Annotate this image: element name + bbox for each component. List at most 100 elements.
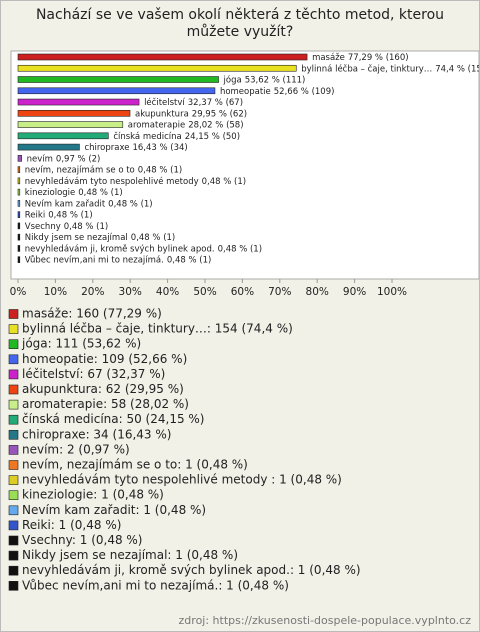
bar-label: Reiki 0,48 % (1) (25, 210, 93, 220)
bar-label: Nevím kam zařadit 0,48 % (1) (25, 199, 153, 209)
bar-category: aromaterapie (128, 120, 185, 130)
bar-value-label: 24,15 % (50) (185, 131, 240, 141)
bar-label: Vůbec nevím,ani mi to nezajímá. 0,48 % (1… (25, 254, 212, 265)
legend-label: nevím: 2 (0,97 %) (22, 442, 130, 456)
legend-swatch (8, 490, 19, 501)
bar-label: aromaterapie 28,02 % (58) (128, 120, 244, 130)
legend-label: Nikdy jsem se nezajímal: 1 (0,48 %) (22, 548, 238, 562)
legend-label: nevyhledávám tyto nespolehlivé metody : … (22, 473, 342, 487)
bar-value-label: 28,02 % (58) (188, 120, 243, 130)
bar-category: nevím, nezajímám se o to (25, 165, 135, 175)
legend-swatch (8, 309, 19, 319)
bar-value-label: 0,48 % (1) (218, 244, 262, 254)
bar-category: čínská medicína (113, 130, 181, 141)
bars: masáže 77,29 % (160)bylinná léčba – čaje,… (17, 53, 479, 265)
legend-swatch (8, 324, 19, 334)
bar-value-label: 0,97 % (2) (56, 154, 100, 164)
bar-label: nevyhledávám ji, kromě svých bylinek apo… (25, 244, 262, 254)
legend-swatch (8, 369, 19, 380)
bar-value-label: 0,48 % (1) (64, 221, 108, 231)
legend-swatch (8, 429, 19, 440)
legend-swatch (8, 550, 19, 561)
legend-label: nevyhledávám ji, kromě svých bylinek apo… (22, 563, 361, 577)
legend-swatch (8, 475, 19, 485)
legend-label: bylinná léčba – čaje, tinktury…: 154 (74… (22, 322, 293, 336)
bar-category: akupunktura (135, 109, 189, 119)
bar-label: Vsechny 0,48 % (1) (25, 221, 108, 231)
legend-label: homeopatie: 109 (52,66 %) (22, 352, 187, 366)
bar (17, 64, 297, 72)
bar-category: Vůbec nevím,ani mi to nezajímá. (25, 254, 164, 265)
bar-category: léčitelství (144, 97, 185, 108)
bar (17, 245, 21, 252)
bar-label: čínská medicína 24,15 % (50) (113, 130, 240, 141)
legend-swatch (8, 565, 19, 576)
bar (17, 166, 21, 173)
legend-swatch (8, 460, 19, 470)
bar (17, 211, 21, 218)
legend-swatch (8, 354, 19, 365)
bar-value-label: 77,29 % (160) (348, 53, 409, 63)
bar-category: Reiki (25, 210, 45, 220)
legend-label: chiropraxe: 34 (16,43 %) (22, 427, 171, 441)
bar-value-label: 0,48 % (1) (131, 233, 175, 243)
bar-label: nevyhledávám tyto nespolehlivé metody 0,4… (25, 175, 246, 186)
bar-label: homeopatie 52,66 % (109) (220, 86, 335, 96)
legend-label: aromaterapie: 58 (28,02 %) (22, 397, 189, 411)
bar-value-label: 0,48 % (1) (167, 255, 211, 265)
bar-category: masáže (312, 53, 345, 63)
bar-category: nevyhledávám tyto nespolehlivé metody (25, 175, 199, 186)
legend-label: čínská medicína: 50 (24,15 %) (22, 412, 204, 426)
bar-label: Nikdy jsem se nezajímal 0,48 % (1) (25, 233, 175, 243)
bar (17, 143, 80, 151)
x-tick-label: 70% (268, 286, 291, 298)
bar (17, 200, 21, 207)
bar-label: jóga 53,62 % (111) (223, 74, 306, 85)
bar (17, 98, 140, 106)
bar (17, 53, 308, 61)
bar (17, 76, 219, 83)
bar-value-label: 53,62 % (111) (245, 75, 306, 85)
bar-category: Nikdy jsem se nezajímal (25, 233, 128, 243)
legend-swatch (8, 399, 19, 410)
bar-value-label: 0,48 % (1) (202, 176, 246, 186)
bar (17, 233, 21, 241)
bar-label: kineziologie 0,48 % (1) (25, 188, 123, 198)
bar-value-label: 0,48 % (1) (108, 199, 152, 209)
legend-label: Vsechny: 1 (0,48 %) (22, 533, 143, 547)
x-tick-label: 30% (119, 286, 142, 298)
bar (17, 222, 21, 230)
bar-category: Vsechny (25, 221, 61, 231)
legend-swatch (8, 505, 19, 516)
legend-label: nevím, nezajímám se o to: 1 (0,48 %) (22, 458, 248, 472)
x-tick-label: 60% (231, 286, 254, 298)
bar-label: léčitelství 32,37 % (67) (144, 97, 243, 108)
chart-title: Nachází se ve vašem okolí některá z těch… (35, 7, 445, 40)
bar-category: bylinná léčba – čaje, tinktury… (301, 63, 432, 74)
legend-label: masáže: 160 (77,29 %) (22, 307, 162, 321)
legend-swatch (8, 520, 19, 531)
legend-label: jóga: 111 (53,62 %) (21, 337, 141, 351)
bar-label: bylinná léčba – čaje, tinktury… 74,4 % (1… (301, 63, 479, 74)
bar (17, 87, 216, 95)
legend-label: Vůbec nevím,ani mi to nezajímá.: 1 (0,48… (22, 578, 289, 592)
bar-label: nevím 0,97 % (2) (27, 154, 101, 164)
legend-label: léčitelství: 67 (32,37 %) (22, 367, 165, 381)
bar (17, 155, 22, 162)
legend-label: Reiki: 1 (0,48 %) (22, 518, 121, 532)
bar-category: homeopatie (220, 86, 271, 96)
legend-swatch (8, 445, 19, 455)
legend-swatch (8, 580, 19, 591)
bar-value-label: 52,66 % (109) (274, 86, 335, 96)
bar-value-label: 0,48 % (1) (48, 210, 92, 220)
bar (17, 110, 131, 117)
bar-value-label: 16,43 % (34) (132, 143, 187, 153)
legend-swatch (8, 414, 19, 425)
legend-label: akupunktura: 62 (29,95 %) (22, 382, 184, 396)
bar-label: akupunktura 29,95 % (62) (135, 109, 247, 119)
legend-label: Nevím kam zařadit: 1 (0,48 %) (22, 503, 206, 517)
bar-category: chiropraxe (84, 143, 129, 153)
bar-label: masáže 77,29 % (160) (312, 53, 409, 63)
